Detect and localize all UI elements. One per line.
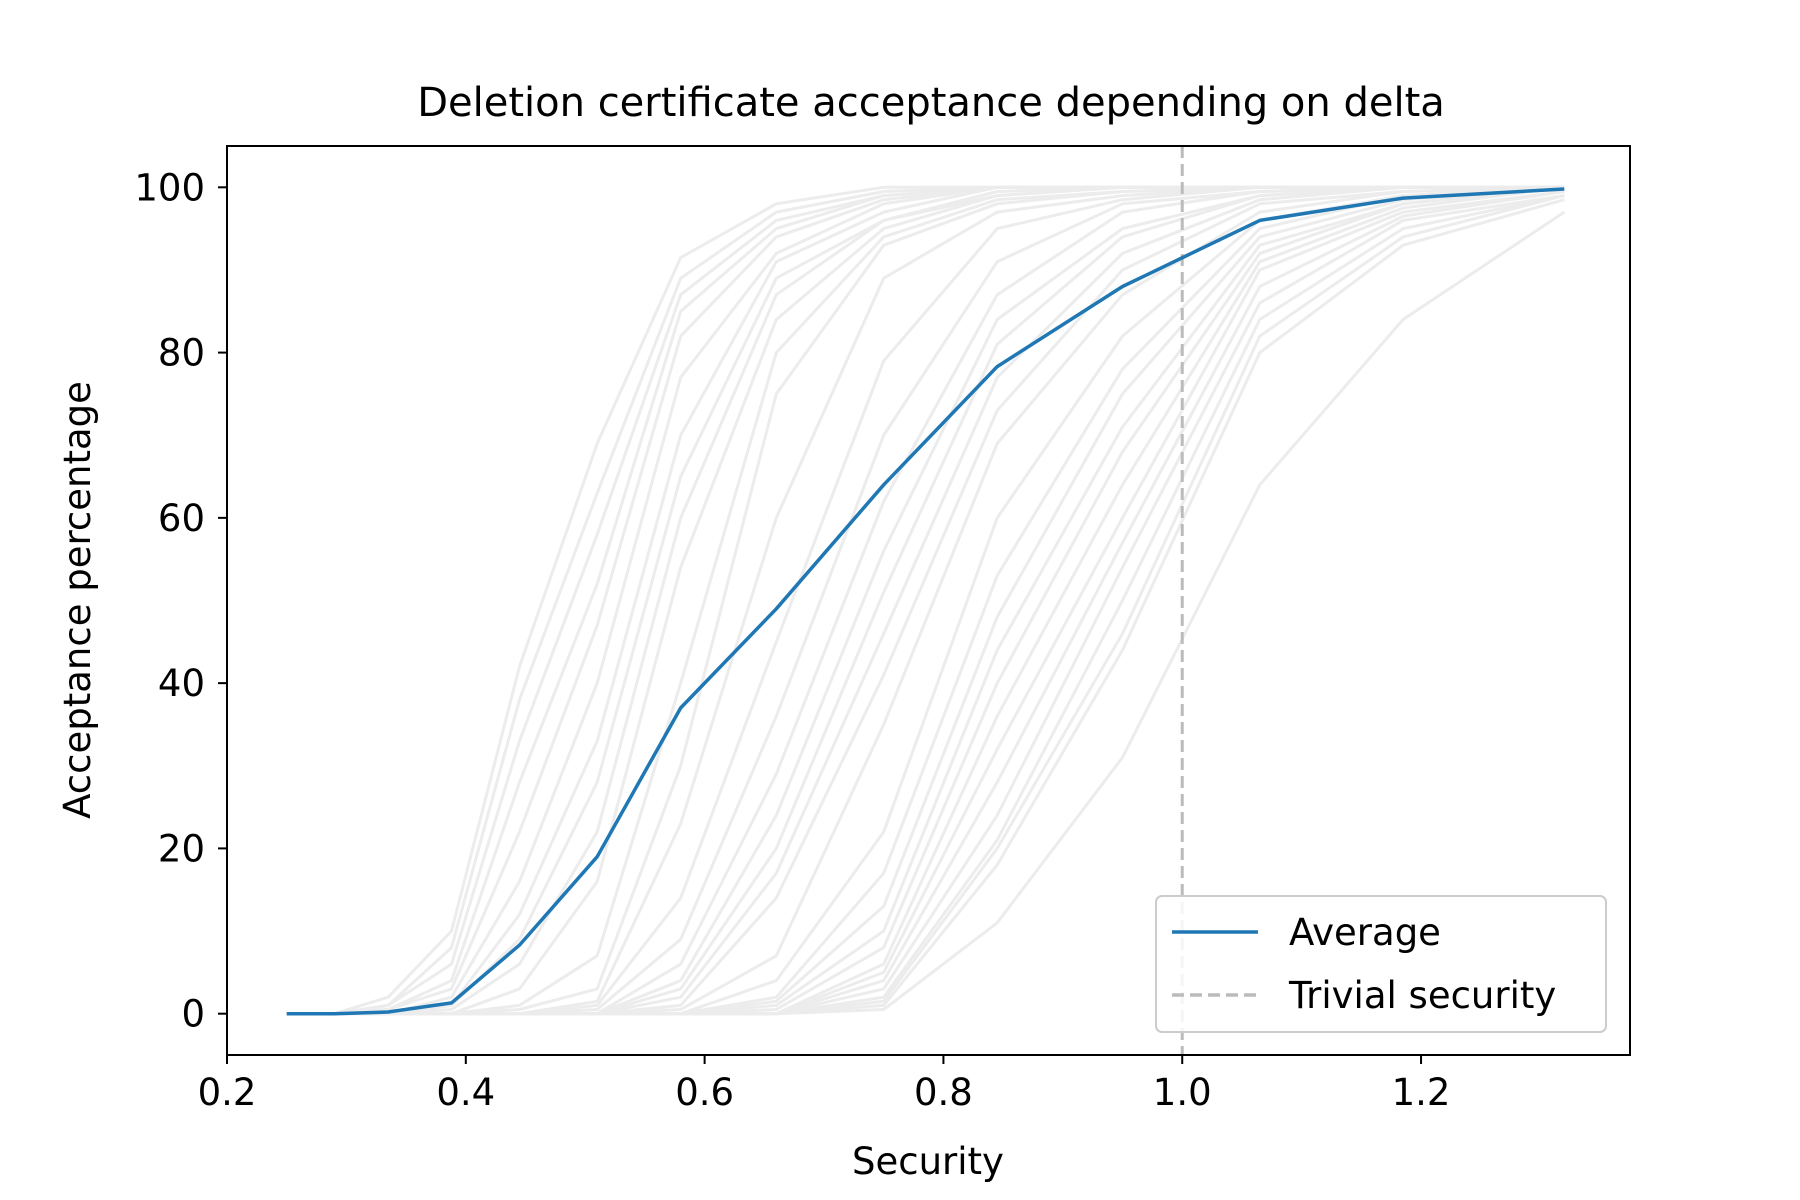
y-tick-label: 20 — [158, 827, 205, 870]
legend-box — [1155, 895, 1607, 1033]
x-tick-label: 1.0 — [1153, 1071, 1212, 1114]
y-tick-label: 80 — [158, 332, 205, 375]
x-tick-label: 0.8 — [914, 1071, 973, 1114]
background-runs — [286, 185, 1566, 1016]
y-tick-label: 100 — [134, 166, 205, 209]
axes-frame — [226, 145, 1631, 1056]
average-line — [286, 187, 1565, 1016]
legend: Average Trivial security — [1155, 895, 1607, 1033]
y-axis-ticks: 0 20 40 60 80 100 — [134, 166, 227, 1036]
x-axis-ticks: 0.2 0.4 0.6 0.8 1.0 1.2 — [198, 1055, 1451, 1114]
chart-title: Deletion certificate acceptance dependin… — [417, 80, 1445, 126]
x-tick-label: 0.6 — [675, 1071, 734, 1114]
y-axis-label: Acceptance percentage — [56, 381, 99, 819]
y-tick-label: 60 — [158, 497, 205, 540]
y-tick-label: 0 — [181, 993, 205, 1036]
y-tick-label: 40 — [158, 662, 205, 705]
x-tick-label: 0.4 — [436, 1071, 495, 1114]
x-axis-label: Security — [852, 1140, 1004, 1183]
x-tick-label: 0.2 — [198, 1071, 257, 1114]
background-run-line-34 — [286, 210, 1566, 1016]
legend-label-average: Average — [1289, 911, 1441, 954]
legend-label-trivial-security: Trivial security — [1288, 974, 1556, 1017]
x-tick-label: 1.2 — [1392, 1071, 1451, 1114]
